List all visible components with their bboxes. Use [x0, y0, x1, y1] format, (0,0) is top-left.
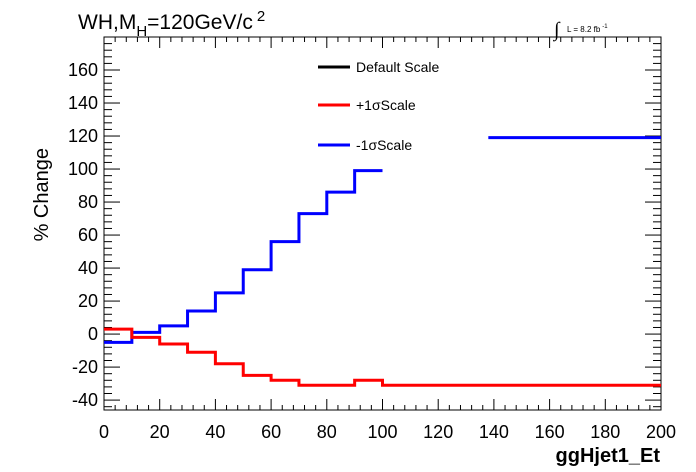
x-tick-label: 120: [423, 422, 453, 442]
y-tick-label: 140: [68, 93, 98, 113]
y-tick-label: 160: [68, 60, 98, 80]
y-tick-label: 40: [78, 258, 98, 278]
y-tick-label: 120: [68, 126, 98, 146]
y-axis-title: % Change: [31, 148, 53, 241]
x-tick-label: 60: [261, 422, 281, 442]
y-tick-label: -20: [72, 357, 98, 377]
legend: Default Scale +1σScale -1σScale: [318, 59, 439, 153]
series-layer: [104, 136, 661, 387]
axes: 0 20 40 60 80 100 120 140 160 180 200 -40 -20 0 20 40 60…: [68, 37, 676, 442]
x-axis-title: ggHjet1_Et: [556, 445, 661, 467]
x-tick-label: 160: [535, 422, 565, 442]
y-tick-label: 60: [78, 225, 98, 245]
legend-label-minus1sigma: -1σScale: [356, 137, 412, 153]
x-tick-label: 40: [205, 422, 225, 442]
y-tick-label: 20: [78, 291, 98, 311]
x-tick-label: 200: [646, 422, 676, 442]
x-tick-label: 20: [150, 422, 170, 442]
legend-label-default: Default Scale: [356, 59, 439, 75]
series-line: [104, 327, 661, 387]
x-tick-label: 100: [367, 422, 397, 442]
series-1: [104, 327, 661, 387]
lumi-label: L = 8.2 fb -1: [567, 24, 608, 34]
lumi-integral: ∫: [552, 19, 561, 42]
y-tick-label: -40: [72, 390, 98, 410]
y-tick-label: 100: [68, 159, 98, 179]
chart-title: WH,MH=120GeV/c 2: [78, 8, 265, 40]
legend-label-plus1sigma: +1σScale: [356, 97, 416, 113]
y-tick-label: 0: [88, 324, 98, 344]
y-tick-label: 80: [78, 192, 98, 212]
plot-frame: [103, 36, 662, 411]
series-line: [104, 169, 383, 344]
x-tick-label: 80: [317, 422, 337, 442]
series-0: [104, 136, 661, 344]
x-tick-label: 140: [479, 422, 509, 442]
x-tick-label: 0: [99, 422, 109, 442]
x-tick-label: 180: [590, 422, 620, 442]
